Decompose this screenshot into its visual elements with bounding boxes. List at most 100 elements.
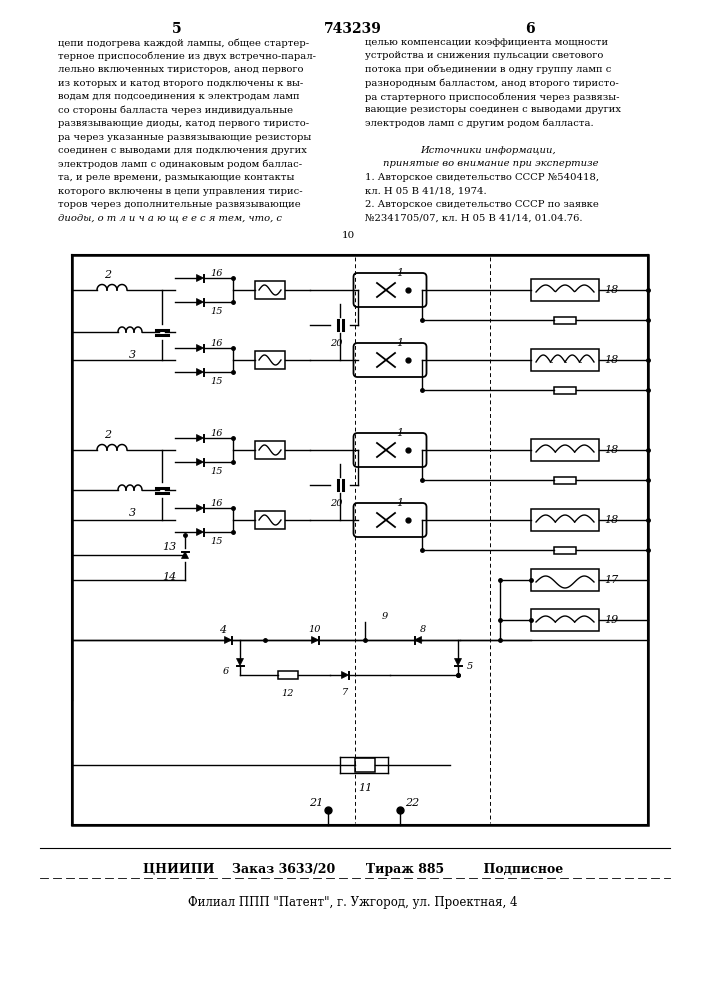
Polygon shape [237, 658, 243, 666]
Polygon shape [197, 368, 204, 375]
Text: 1: 1 [397, 428, 404, 438]
Text: 11: 11 [358, 783, 372, 793]
Text: 15: 15 [210, 537, 223, 546]
Text: 18: 18 [604, 515, 618, 525]
Text: 6: 6 [223, 667, 229, 676]
Text: кл. Н 05 В 41/18, 1974.: кл. Н 05 В 41/18, 1974. [365, 186, 486, 196]
Text: торов через дополнительные развязывающие: торов через дополнительные развязывающие [58, 200, 300, 209]
Bar [355, 758, 375, 772]
Polygon shape [225, 637, 231, 644]
Text: Филиал ППП "Патент", г. Ужгород, ул. Проектная, 4: Филиал ППП "Патент", г. Ужгород, ул. Про… [188, 896, 518, 909]
Polygon shape [197, 458, 204, 466]
Text: 14: 14 [162, 572, 176, 582]
Text: устройства и снижения пульсации светового: устройства и снижения пульсации световог… [365, 51, 603, 60]
Text: 743239: 743239 [324, 22, 382, 36]
Text: 7: 7 [342, 688, 348, 697]
Text: принятые во внимание при экспертизе: принятые во внимание при экспертизе [383, 159, 599, 168]
Bar [278, 671, 298, 679]
Bar [554, 386, 576, 393]
Text: 2: 2 [105, 270, 112, 280]
Text: 1: 1 [397, 268, 404, 278]
Bar [531, 609, 599, 631]
Text: со стороны балласта через индивидуальные: со стороны балласта через индивидуальные [58, 105, 293, 115]
Text: соединен с выводами для подключения других: соединен с выводами для подключения друг… [58, 146, 307, 155]
Text: 20: 20 [330, 499, 342, 508]
Text: 9: 9 [382, 612, 388, 621]
Text: 20: 20 [330, 339, 342, 348]
Polygon shape [414, 637, 421, 644]
Polygon shape [197, 274, 204, 282]
Text: 5: 5 [173, 22, 182, 36]
Text: 17: 17 [604, 575, 618, 585]
Text: №2341705/07, кл. Н 05 В 41/14, 01.04.76.: №2341705/07, кл. Н 05 В 41/14, 01.04.76. [365, 214, 583, 223]
Polygon shape [197, 528, 204, 536]
Text: 1: 1 [397, 498, 404, 508]
Polygon shape [197, 434, 204, 442]
Text: 2. Авторское свидетельство СССР по заявке: 2. Авторское свидетельство СССР по заявк… [365, 200, 599, 209]
Text: 3: 3 [129, 350, 136, 360]
Text: 16: 16 [210, 269, 223, 278]
Text: разнородным балластом, анод второго тиристо-: разнородным балластом, анод второго тири… [365, 79, 619, 88]
Bar [554, 546, 576, 554]
Text: 16: 16 [210, 429, 223, 438]
Text: из которых и катод второго подключены к вы-: из которых и катод второго подключены к … [58, 79, 303, 88]
Text: 15: 15 [210, 377, 223, 386]
Text: 10: 10 [309, 625, 321, 634]
Text: 15: 15 [210, 307, 223, 316]
Polygon shape [455, 658, 462, 666]
Text: вающие резисторы соединен с выводами других: вающие резисторы соединен с выводами дру… [365, 105, 621, 114]
Text: 10: 10 [341, 231, 355, 239]
Bar [554, 316, 576, 324]
Text: 18: 18 [604, 355, 618, 365]
Bar [554, 477, 576, 484]
Text: терное приспособление из двух встречно-парал-: терное приспособление из двух встречно-п… [58, 51, 316, 61]
Text: 3: 3 [129, 508, 136, 518]
Text: 12: 12 [282, 689, 294, 698]
Text: 5: 5 [467, 662, 473, 671]
Bar [531, 439, 599, 461]
Text: лельно включенных тиристоров, анод первого: лельно включенных тиристоров, анод перво… [58, 65, 303, 74]
Text: 1: 1 [397, 338, 404, 348]
Text: Источники информации,: Источники информации, [420, 146, 556, 155]
Polygon shape [182, 552, 189, 558]
Text: ЦНИИПИ    Заказ 3633/20       Тираж 885         Подписное: ЦНИИПИ Заказ 3633/20 Тираж 885 Подписное [143, 863, 563, 876]
Text: та, и реле времени, размыкающие контакты: та, и реле времени, размыкающие контакты [58, 173, 294, 182]
Bar [255, 351, 285, 369]
Text: развязывающие диоды, катод первого тиристо-: развязывающие диоды, катод первого тирис… [58, 119, 309, 128]
Bar [72, 255, 648, 825]
Text: 18: 18 [604, 445, 618, 455]
Text: 16: 16 [210, 339, 223, 348]
Text: 16: 16 [210, 499, 223, 508]
Text: водам для подсоединения к электродам ламп: водам для подсоединения к электродам лам… [58, 92, 300, 101]
Text: целью компенсации коэффициента мощности: целью компенсации коэффициента мощности [365, 38, 608, 47]
Text: цепи подогрева каждой лампы, общее стартер-: цепи подогрева каждой лампы, общее старт… [58, 38, 309, 47]
Bar [531, 349, 599, 371]
Bar [255, 511, 285, 529]
Text: электродов ламп с одинаковым родом баллас-: электродов ламп с одинаковым родом балла… [58, 159, 302, 169]
Text: 6: 6 [525, 22, 534, 36]
Polygon shape [197, 344, 204, 352]
Bar [531, 569, 599, 591]
Polygon shape [341, 672, 349, 678]
Text: 19: 19 [604, 615, 618, 625]
Text: 15: 15 [210, 467, 223, 476]
Bar [531, 509, 599, 531]
Bar [255, 441, 285, 459]
Text: которого включены в цепи управления тирис-: которого включены в цепи управления тири… [58, 186, 303, 196]
Bar [531, 279, 599, 301]
Polygon shape [312, 637, 318, 644]
Text: диоды, о т л и ч а ю щ е е с я тем, что, с: диоды, о т л и ч а ю щ е е с я тем, что,… [58, 214, 282, 223]
Bar [255, 281, 285, 299]
Polygon shape [197, 504, 204, 512]
Text: ра стартерного приспособления через развязы-: ра стартерного приспособления через разв… [365, 92, 619, 102]
Text: потока при объединении в одну группу ламп с: потока при объединении в одну группу лам… [365, 65, 612, 75]
Text: 1. Авторское свидетельство СССР №540418,: 1. Авторское свидетельство СССР №540418, [365, 173, 599, 182]
Text: 4: 4 [219, 625, 226, 635]
Text: 18: 18 [604, 285, 618, 295]
Text: 22: 22 [405, 798, 419, 808]
Text: ра через указанные развязывающие резисторы: ра через указанные развязывающие резисто… [58, 132, 311, 141]
Polygon shape [197, 298, 204, 306]
Text: 13: 13 [162, 542, 176, 552]
Text: 21: 21 [309, 798, 323, 808]
Text: электродов ламп с другим родом балласта.: электродов ламп с другим родом балласта. [365, 119, 594, 128]
